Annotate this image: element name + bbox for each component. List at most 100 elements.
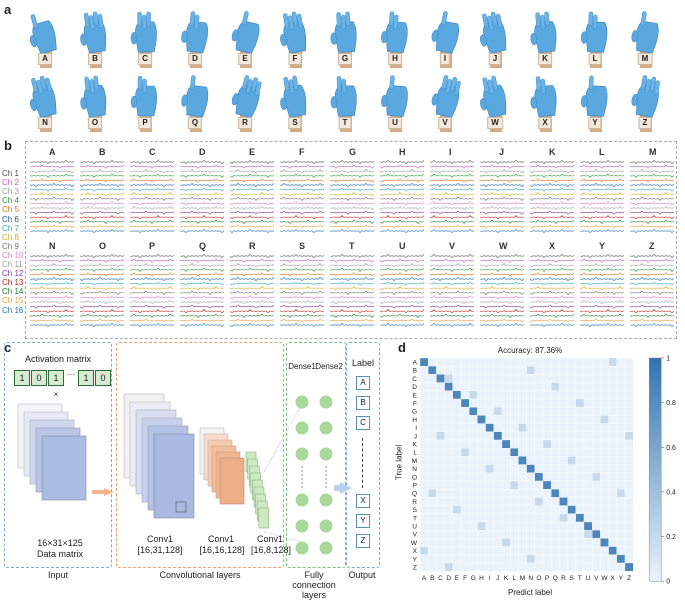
cm-cell xyxy=(444,448,453,457)
output-ellipsis-line xyxy=(362,438,363,488)
signal-trace xyxy=(379,286,425,291)
signal-trace xyxy=(629,309,675,314)
cm-cell xyxy=(575,480,585,490)
cm-cell xyxy=(501,480,511,490)
signal-trace xyxy=(329,164,375,169)
cm-cell xyxy=(419,431,429,441)
glove-letter-V: V xyxy=(438,117,452,129)
cm-cell xyxy=(526,382,535,391)
cm-cell xyxy=(460,448,470,457)
cm-cell xyxy=(419,530,429,539)
signal-trace xyxy=(329,318,375,323)
cm-cell xyxy=(534,423,544,432)
signal-trace xyxy=(479,192,525,197)
signal-trace xyxy=(479,318,525,323)
colorbar-tick: 0.4 xyxy=(666,489,676,496)
cm-cell xyxy=(444,546,453,555)
signal-trace xyxy=(479,228,525,234)
cm-cell xyxy=(436,538,445,547)
cm-ytick: N xyxy=(412,466,417,473)
cm-cell xyxy=(559,464,568,473)
cm-cell xyxy=(551,513,560,523)
cm-cell xyxy=(592,497,601,506)
cm-cell xyxy=(600,472,609,482)
signal-trace xyxy=(329,263,375,268)
signal-trace xyxy=(379,178,425,183)
signal-trace xyxy=(179,164,225,169)
cm-cell xyxy=(600,489,609,498)
cm-ytick: J xyxy=(414,433,417,440)
cm-cell xyxy=(559,554,568,564)
signal-letter-H: H xyxy=(399,147,406,157)
signal-trace xyxy=(279,192,325,197)
cm-cell xyxy=(551,505,560,514)
cm-cell xyxy=(559,480,568,490)
cm-cell xyxy=(436,431,445,441)
cm-cell xyxy=(485,472,494,482)
signal-trace xyxy=(379,215,425,220)
cm-ytick: Y xyxy=(413,556,418,563)
cm-cell xyxy=(575,562,585,572)
cm-cell xyxy=(567,513,576,523)
cm-cell xyxy=(485,357,494,367)
cm-cell xyxy=(616,464,626,473)
glove-letter-E: E xyxy=(238,53,252,65)
cm-cell xyxy=(575,415,585,424)
cm-cell xyxy=(510,357,519,367)
cm-cell xyxy=(567,562,576,572)
cm-cell xyxy=(616,407,626,416)
signal-trace xyxy=(129,187,175,192)
signal-trace xyxy=(179,196,225,201)
cm-cell xyxy=(526,480,535,490)
colorbar-tick: 0.2 xyxy=(666,534,676,541)
cm-cell xyxy=(460,415,470,424)
cm-cell xyxy=(460,390,470,400)
cm-cell xyxy=(624,472,634,482)
cm-cell xyxy=(444,423,453,432)
fc-box xyxy=(286,342,346,568)
cm-cell xyxy=(469,530,478,539)
cm-cell xyxy=(460,530,470,539)
cm-cell xyxy=(559,538,568,547)
cm-cell xyxy=(592,456,601,465)
cm-cell xyxy=(559,390,568,400)
cm-cell xyxy=(616,439,626,449)
channel-label: Ch 15 xyxy=(2,296,24,306)
cm-cell xyxy=(526,390,535,400)
signal-trace xyxy=(279,253,325,259)
signal-trace xyxy=(579,267,625,272)
cm-cell xyxy=(542,554,552,564)
signal-trace xyxy=(579,164,625,169)
cm-cell xyxy=(428,390,437,400)
cm-cell xyxy=(477,464,486,473)
channel-label: Ch 7 xyxy=(2,223,19,233)
signal-trace xyxy=(29,182,75,188)
cm-cell xyxy=(518,357,527,367)
cm-cell xyxy=(559,398,568,408)
signal-trace xyxy=(629,192,675,197)
signal-trace xyxy=(479,322,525,328)
signal-letter-X: X xyxy=(549,241,555,251)
cm-cell xyxy=(592,562,601,572)
cm-cell xyxy=(460,357,470,367)
signal-trace xyxy=(579,253,625,259)
cm-cell xyxy=(501,456,511,465)
signal-trace xyxy=(479,258,525,263)
cm-cell xyxy=(526,538,535,547)
cm-cell xyxy=(526,472,535,482)
cm-cell xyxy=(534,554,544,564)
channel-label: Ch 6 xyxy=(2,214,19,224)
cm-cell xyxy=(575,472,585,482)
signal-trace xyxy=(179,205,225,211)
cm-cell xyxy=(592,538,601,547)
cm-xtick: X xyxy=(611,575,616,582)
cm-cell xyxy=(616,505,626,514)
signal-trace xyxy=(29,304,75,309)
signal-trace xyxy=(579,187,625,192)
cm-cell xyxy=(419,456,429,465)
signal-trace xyxy=(29,299,75,305)
cm-cell xyxy=(510,431,519,441)
signal-trace xyxy=(479,173,525,178)
cm-cell xyxy=(624,530,634,539)
glove-cell-P: P xyxy=(120,72,170,132)
